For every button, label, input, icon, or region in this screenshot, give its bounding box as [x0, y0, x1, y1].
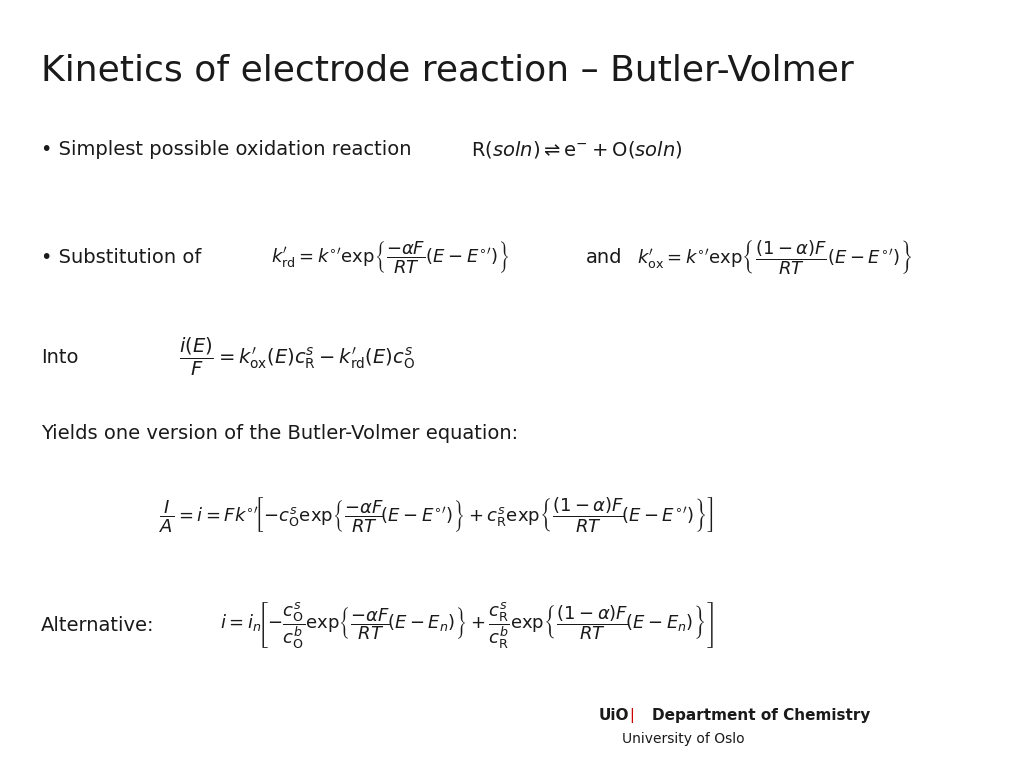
- Text: • Substitution of: • Substitution of: [41, 248, 202, 266]
- Text: $\dfrac{i(E)}{F} = k_{\mathrm{ox}}^{\prime}(E)c_{\mathrm{R}}^{s} - k_{\mathrm{rd: $\dfrac{i(E)}{F} = k_{\mathrm{ox}}^{\pri…: [179, 336, 416, 378]
- Text: Kinetics of electrode reaction – Butler-Volmer: Kinetics of electrode reaction – Butler-…: [41, 54, 854, 88]
- Text: Department of Chemistry: Department of Chemistry: [652, 708, 870, 723]
- Text: Into: Into: [41, 348, 79, 366]
- Text: University of Oslo: University of Oslo: [622, 732, 744, 746]
- Text: $k_{\mathrm{rd}}^{\prime} = k^{\circ\prime}\exp\!\left\{\dfrac{-\alpha F}{RT}(E : $k_{\mathrm{rd}}^{\prime} = k^{\circ\pri…: [271, 240, 510, 275]
- Text: $i = i_{n}\!\left[-\dfrac{c_{\mathrm{O}}^{s}}{c_{\mathrm{O}}^{b}}\exp\!\left\{\d: $i = i_{n}\!\left[-\dfrac{c_{\mathrm{O}}…: [220, 601, 714, 651]
- Text: • Simplest possible oxidation reaction: • Simplest possible oxidation reaction: [41, 141, 412, 159]
- Text: $\mathrm{R}(\mathit{soln}) \rightleftharpoons \mathrm{e}^{-} + \mathrm{O}(\mathi: $\mathrm{R}(\mathit{soln}) \rightlefthar…: [471, 139, 683, 161]
- Text: $k_{\mathrm{ox}}^{\prime} = k^{\circ\prime}\exp\!\left\{\dfrac{(1-\alpha)F}{RT}(: $k_{\mathrm{ox}}^{\prime} = k^{\circ\pri…: [637, 238, 912, 276]
- Text: $\dfrac{I}{A} = i = Fk^{\circ\prime}\!\left[-c_{\mathrm{O}}^{s}\exp\!\left\{\dfr: $\dfrac{I}{A} = i = Fk^{\circ\prime}\!\l…: [159, 495, 714, 534]
- Text: and: and: [586, 248, 623, 266]
- Text: UiO: UiO: [599, 708, 630, 723]
- Text: Alternative:: Alternative:: [41, 617, 155, 635]
- Text: ❘: ❘: [626, 708, 638, 723]
- Text: Yields one version of the Butler-Volmer equation:: Yields one version of the Butler-Volmer …: [41, 425, 518, 443]
